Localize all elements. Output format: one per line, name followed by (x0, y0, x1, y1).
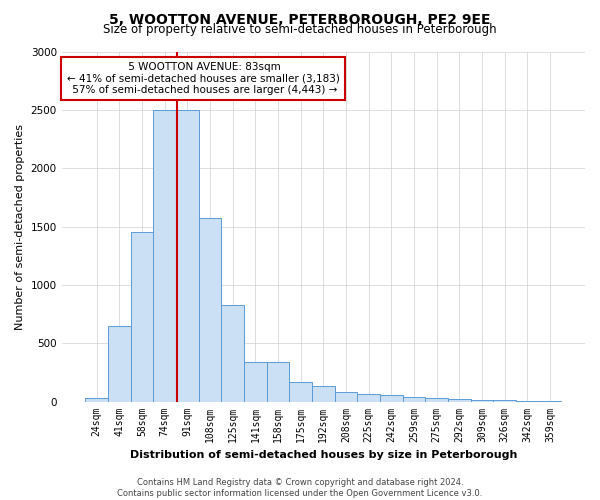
Bar (154, 110, 176, 402)
Bar (108, 326, 131, 402)
Bar (335, 392, 358, 402)
Text: Contains HM Land Registry data © Crown copyright and database right 2024.
Contai: Contains HM Land Registry data © Crown c… (118, 478, 482, 498)
Bar (266, 362, 289, 402)
Bar (539, 400, 561, 402)
Bar (85, 398, 108, 402)
Bar (221, 306, 244, 402)
Bar (131, 232, 154, 402)
Bar (516, 400, 539, 402)
Bar (403, 397, 425, 402)
Bar (448, 398, 470, 402)
Bar (470, 400, 493, 402)
Text: 5, WOOTTON AVENUE, PETERBOROUGH, PE2 9EE: 5, WOOTTON AVENUE, PETERBOROUGH, PE2 9EE (109, 12, 491, 26)
Bar (312, 386, 335, 402)
Bar (176, 110, 199, 402)
Bar (199, 218, 221, 402)
Y-axis label: Number of semi-detached properties: Number of semi-detached properties (15, 124, 25, 330)
X-axis label: Distribution of semi-detached houses by size in Peterborough: Distribution of semi-detached houses by … (130, 450, 517, 460)
Text: Size of property relative to semi-detached houses in Peterborough: Size of property relative to semi-detach… (103, 22, 497, 36)
Text: 5 WOOTTON AVENUE: 83sqm
← 41% of semi-detached houses are smaller (3,183)
 57% o: 5 WOOTTON AVENUE: 83sqm ← 41% of semi-de… (67, 62, 340, 95)
Bar (493, 400, 516, 402)
Bar (380, 395, 403, 402)
Bar (289, 382, 312, 402)
Bar (358, 394, 380, 402)
Bar (244, 362, 266, 402)
Bar (425, 398, 448, 402)
